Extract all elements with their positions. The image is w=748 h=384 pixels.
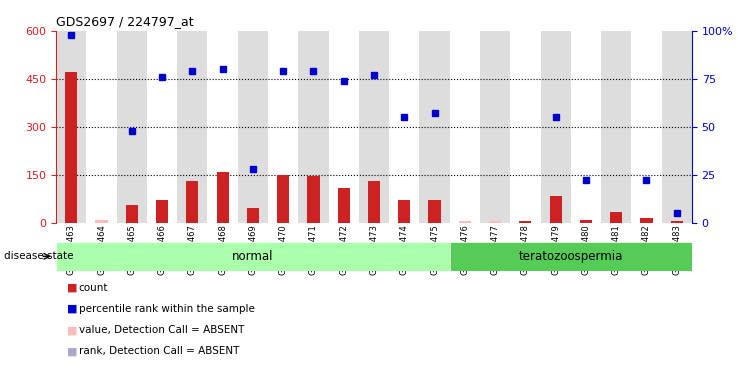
Bar xyxy=(298,31,328,223)
Bar xyxy=(541,31,571,223)
Bar xyxy=(126,205,138,223)
Bar xyxy=(117,31,147,223)
Bar xyxy=(631,31,662,223)
Bar xyxy=(389,31,420,223)
Bar xyxy=(398,200,411,223)
Bar xyxy=(359,31,389,223)
Bar xyxy=(337,187,350,223)
Bar xyxy=(247,208,259,223)
Bar xyxy=(328,31,359,223)
Bar xyxy=(277,175,289,223)
Bar xyxy=(580,220,592,223)
Text: disease state: disease state xyxy=(4,251,73,262)
Bar xyxy=(571,31,601,223)
Bar xyxy=(147,31,177,223)
Bar xyxy=(489,221,501,223)
Bar xyxy=(238,31,268,223)
Text: percentile rank within the sample: percentile rank within the sample xyxy=(79,304,254,314)
Bar xyxy=(207,31,238,223)
Text: count: count xyxy=(79,283,108,293)
Bar xyxy=(268,31,298,223)
Bar xyxy=(662,31,692,223)
Bar xyxy=(307,176,319,223)
Bar xyxy=(56,242,450,271)
Text: ■: ■ xyxy=(67,325,78,335)
Bar xyxy=(420,31,450,223)
Bar xyxy=(177,31,207,223)
Bar xyxy=(450,31,480,223)
Bar xyxy=(610,212,622,223)
Bar xyxy=(671,221,683,223)
Bar xyxy=(56,31,86,223)
Bar xyxy=(186,181,198,223)
Text: ■: ■ xyxy=(67,283,78,293)
Bar xyxy=(86,31,117,223)
Text: GDS2697 / 224797_at: GDS2697 / 224797_at xyxy=(56,15,194,28)
Bar xyxy=(480,31,510,223)
Bar xyxy=(65,72,77,223)
Text: teratozoospermia: teratozoospermia xyxy=(518,250,623,263)
Bar xyxy=(429,200,441,223)
Bar xyxy=(550,195,562,223)
Text: ■: ■ xyxy=(67,304,78,314)
Text: value, Detection Call = ABSENT: value, Detection Call = ABSENT xyxy=(79,325,244,335)
Text: rank, Detection Call = ABSENT: rank, Detection Call = ABSENT xyxy=(79,346,239,356)
Text: ■: ■ xyxy=(67,346,78,356)
Bar xyxy=(640,218,652,223)
Bar xyxy=(450,242,692,271)
Bar xyxy=(459,221,471,223)
Bar xyxy=(156,200,168,223)
Bar xyxy=(510,31,541,223)
Bar xyxy=(368,181,380,223)
Text: normal: normal xyxy=(232,250,274,263)
Bar xyxy=(519,221,531,223)
Bar xyxy=(217,172,229,223)
Bar xyxy=(601,31,631,223)
Bar xyxy=(96,220,108,223)
